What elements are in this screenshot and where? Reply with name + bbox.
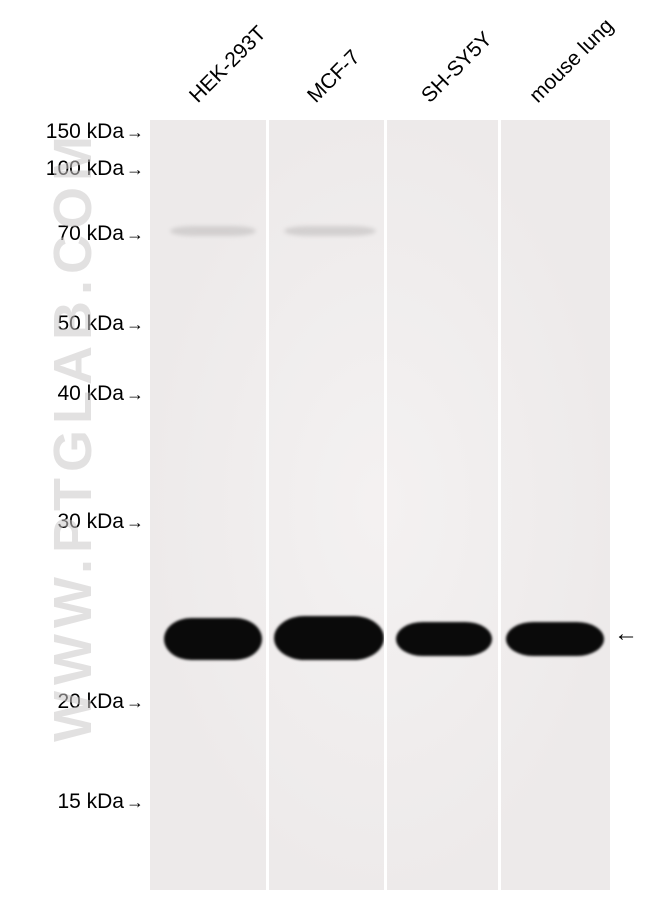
lane-separator-1 — [266, 120, 269, 890]
mw-40-text: 40 kDa — [57, 382, 124, 406]
target-band-lane2 — [396, 622, 492, 656]
arrow-icon: → — [126, 792, 144, 813]
target-indicator-arrow-icon: ← — [614, 620, 638, 648]
arrow-icon: → — [126, 692, 144, 713]
target-band-lane3 — [506, 622, 604, 656]
mw-30-text: 30 kDa — [57, 510, 124, 534]
mw-15-text: 15 kDa — [57, 790, 124, 814]
lane-separator-3 — [498, 120, 501, 890]
mw-50-text: 50 kDa — [57, 312, 124, 336]
lane-label-2: SH-SY5Y — [417, 27, 498, 108]
mw-15: 15 kDa→ — [57, 790, 144, 814]
faint-band-lane1 — [284, 226, 376, 236]
mw-70: 70 kDa→ — [57, 222, 144, 246]
mw-50: 50 kDa→ — [57, 312, 144, 336]
lane-labels-row: HEK-293T MCF-7 SH-SY5Y mouse lung — [150, 0, 610, 120]
figure-container: HEK-293T MCF-7 SH-SY5Y mouse lung 150 kD… — [0, 0, 645, 903]
mw-40: 40 kDa→ — [57, 382, 144, 406]
mw-150: 150 kDa→ — [46, 120, 144, 144]
mw-150-text: 150 kDa — [46, 120, 124, 144]
mw-100-text: 100 kDa — [46, 157, 124, 181]
lane-label-1: MCF-7 — [303, 46, 365, 108]
target-band-lane1 — [274, 616, 384, 660]
lane-label-3: mouse lung — [525, 14, 619, 108]
faint-band-lane0 — [170, 226, 256, 236]
arrow-icon: → — [126, 512, 144, 533]
arrow-icon: → — [126, 384, 144, 405]
arrow-icon: → — [126, 122, 144, 143]
lane-label-0: HEK-293T — [185, 22, 271, 108]
mw-70-text: 70 kDa — [57, 222, 124, 246]
target-band-lane0 — [164, 618, 262, 660]
mw-20: 20 kDa→ — [57, 690, 144, 714]
mw-20-text: 20 kDa — [57, 690, 124, 714]
mw-30: 30 kDa→ — [57, 510, 144, 534]
arrow-icon: → — [126, 314, 144, 335]
arrow-icon: → — [126, 224, 144, 245]
blot-membrane — [150, 120, 610, 890]
mw-ladder: 150 kDa→ 100 kDa→ 70 kDa→ 50 kDa→ 40 kDa… — [0, 0, 150, 903]
mw-100: 100 kDa→ — [46, 157, 144, 181]
lane-separator-2 — [384, 120, 387, 890]
arrow-icon: → — [126, 159, 144, 180]
